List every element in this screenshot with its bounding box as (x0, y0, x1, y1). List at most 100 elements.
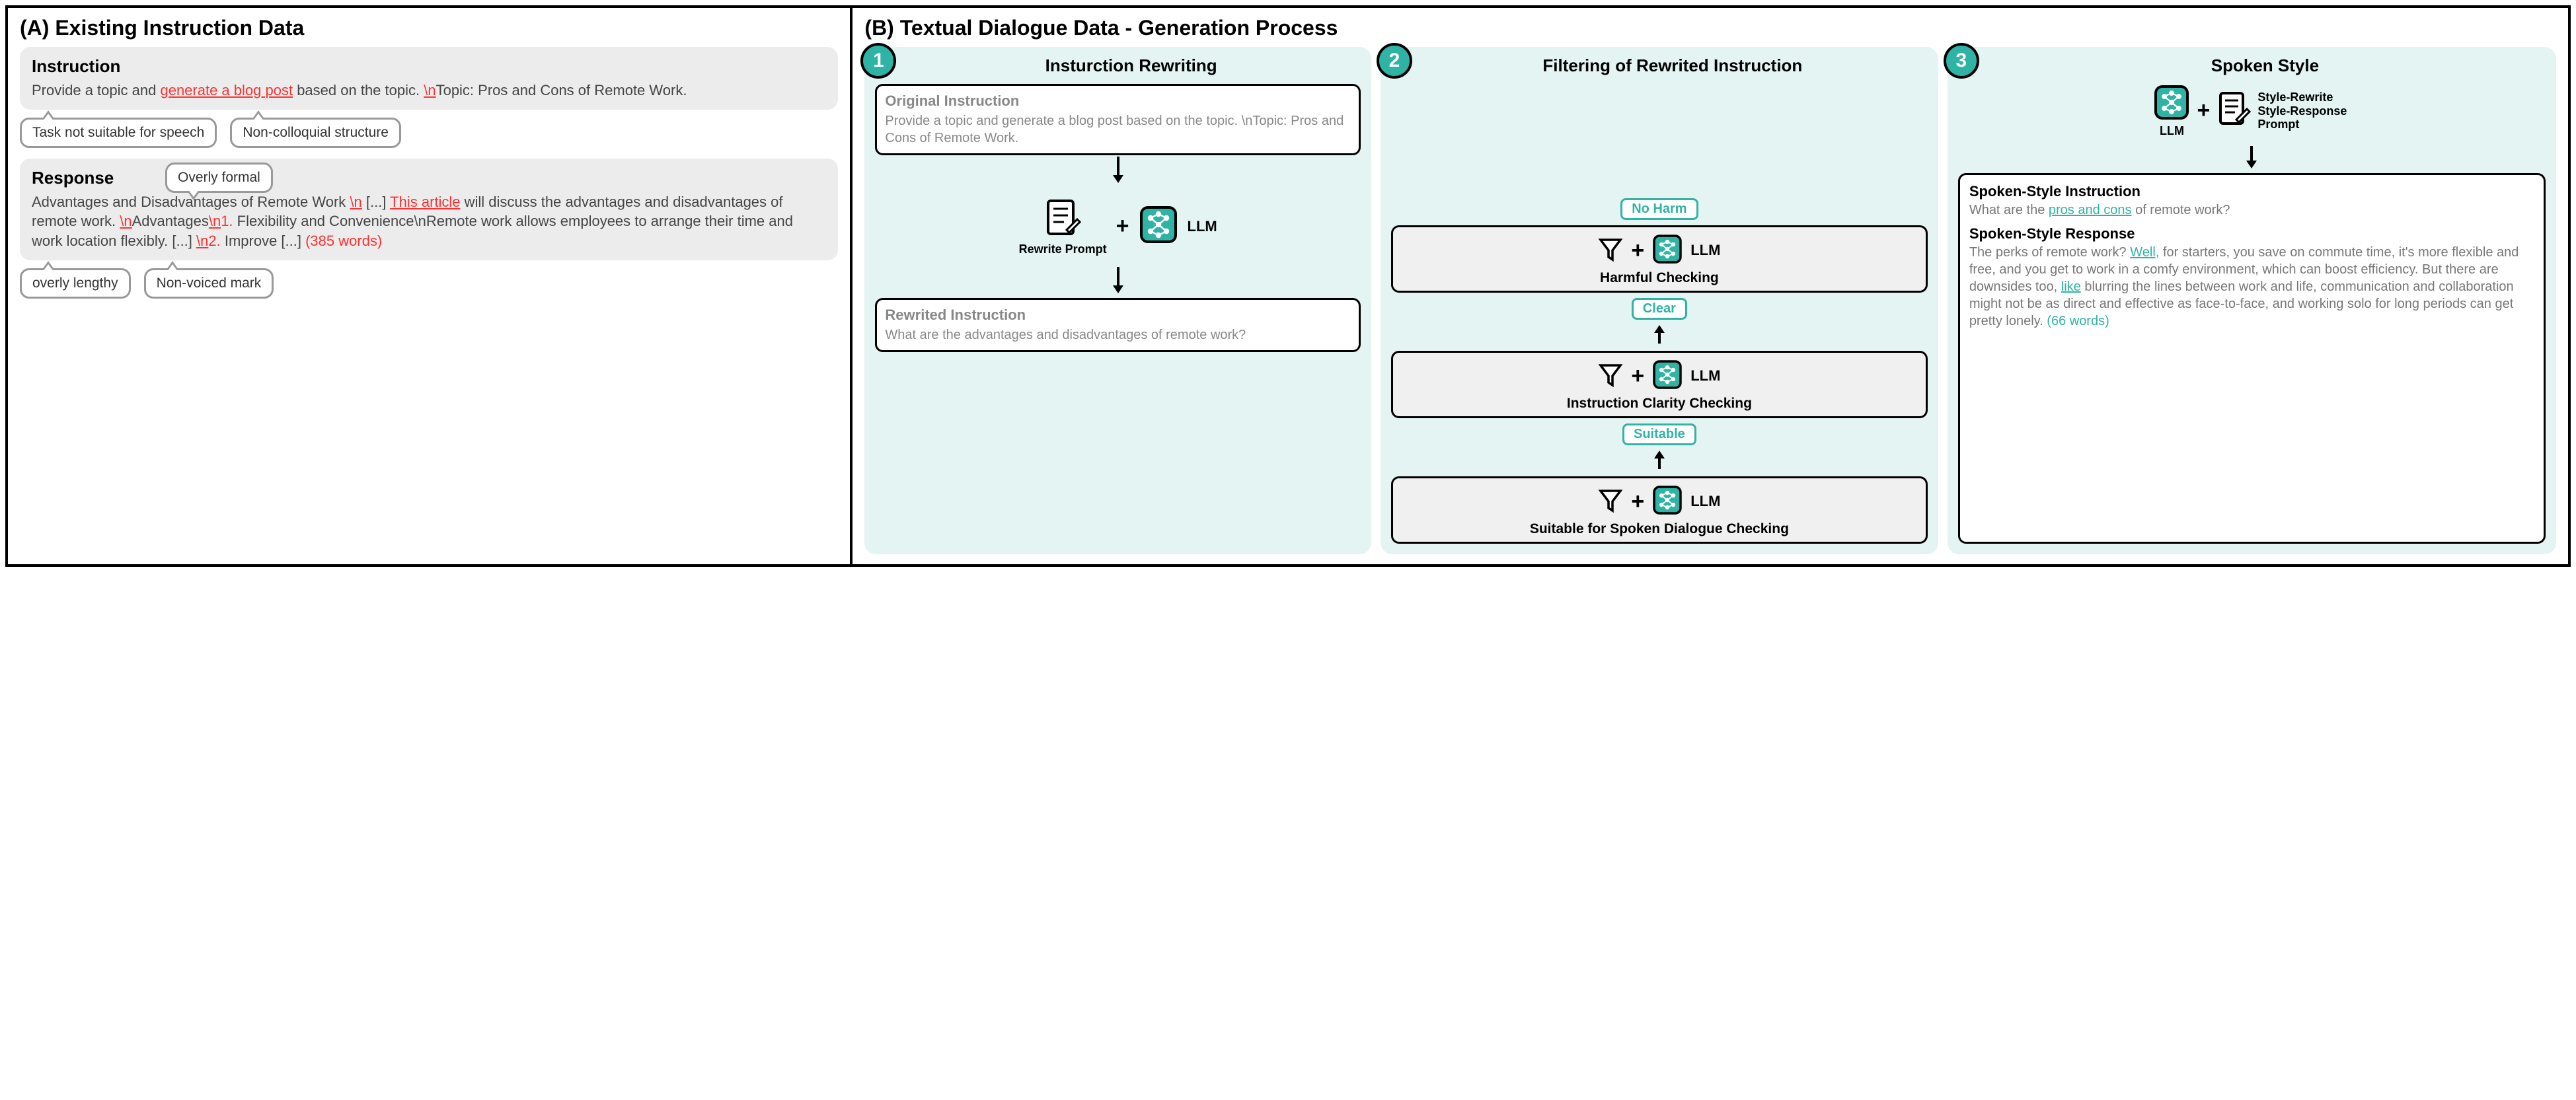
stage-3-process: LLM + Style-Rewrite Style-Response Promp… (1958, 84, 2546, 138)
hl: This article (390, 194, 460, 210)
check-stack: + LLM Suitable for Spoken Dialogue Check… (1391, 84, 1928, 544)
stage-3-title: Spoken Style (1985, 56, 2546, 76)
instruction-text: Provide a topic and generate a blog post… (32, 81, 826, 100)
panel-a: (A) Existing Instruction Data Instructio… (8, 8, 852, 564)
plus-icon: + (1631, 489, 1644, 515)
txt: Provide a topic and (32, 82, 160, 98)
word-count: (66 words) (2047, 314, 2109, 328)
llm-label: LLM (2153, 124, 2190, 138)
stage-1-title: Insturction Rewriting (901, 56, 1361, 76)
txt: What are the (1969, 203, 2049, 217)
txt: The perks of remote work? (1969, 245, 2130, 260)
hl: \n (350, 194, 361, 210)
hl: \n (120, 213, 132, 229)
hl: Well, (2130, 245, 2159, 260)
arrow-up-icon (1391, 451, 1928, 472)
txt: Advantages (132, 213, 209, 229)
stages-row: 1 Insturction Rewriting Original Instruc… (864, 47, 2556, 554)
style-prompt-label: Style-Rewrite Style-Response Prompt (2257, 91, 2350, 131)
funnel-icon (1598, 361, 1623, 391)
spoken-instruction-text: What are the pros and cons of remote wor… (1969, 202, 2534, 219)
text: Provide a topic and generate a blog post… (885, 112, 1351, 147)
plus-icon: + (1631, 363, 1644, 389)
spoken-response-heading: Spoken-Style Response (1969, 225, 2534, 242)
plus-icon: + (2197, 98, 2210, 124)
llm-icon (1652, 359, 1683, 393)
panel-b: (B) Textual Dialogue Data - Generation P… (852, 8, 2568, 564)
pass-badge: Clear (1632, 298, 1687, 320)
word-count: (385 words) (305, 233, 382, 249)
check-name: Instruction Clarity Checking (1401, 396, 1918, 411)
callout-overly-formal: Overly formal (165, 163, 273, 193)
response-text: Advantages and Disadvantages of Remote W… (32, 192, 826, 251)
response-box: Response Overly formal Advantages and Di… (20, 159, 838, 260)
plus-icon: + (1116, 213, 1129, 239)
llm-label: LLM (1690, 493, 1720, 510)
spoken-response-text: The perks of remote work? Well, for star… (1969, 244, 2534, 330)
check-harmful: + LLM Harmful Checking (1391, 225, 1928, 293)
rewrite-process: Rewrite Prompt + LLM (875, 197, 1361, 256)
arrow-down-icon (875, 267, 1361, 297)
label: Rewrited Instruction (885, 307, 1351, 324)
hl: \n (209, 213, 221, 229)
arrow-down-icon (875, 157, 1361, 186)
callout: Non-voiced mark (144, 268, 274, 299)
instruction-heading: Instruction (32, 56, 826, 77)
pass-badge: Suitable (1622, 423, 1696, 445)
stage-badge: 1 (860, 43, 896, 79)
txt: based on the topic. (293, 82, 424, 98)
panel-a-title: (A) Existing Instruction Data (20, 16, 838, 40)
hl: 2. (208, 233, 220, 249)
original-instruction-box: Original Instruction Provide a topic and… (875, 84, 1361, 155)
stage-badge: 2 (1377, 43, 1412, 79)
response-callouts: overly lengthy Non-voiced mark (20, 268, 838, 299)
llm-icon (1139, 205, 1178, 248)
funnel-icon (1598, 236, 1623, 266)
text: What are the advantages and disadvantage… (885, 326, 1351, 344)
hl: generate a blog post (160, 82, 293, 98)
hl: \n (424, 82, 436, 98)
rewrite-prompt-label: Rewrite Prompt (1019, 242, 1107, 256)
spoken-instruction-heading: Spoken-Style Instruction (1969, 183, 2534, 200)
stage-1: 1 Insturction Rewriting Original Instruc… (864, 47, 1371, 554)
hl: like (2061, 279, 2081, 294)
check-suitable: + LLM Suitable for Spoken Dialogue Check… (1391, 476, 1928, 544)
plus-icon: + (1631, 238, 1644, 264)
stage-3: 3 Spoken Style LLM + Style-Rewrite Style… (1948, 47, 2556, 554)
stage-badge: 3 (1944, 43, 1979, 79)
txt: of remote work? (2132, 203, 2230, 217)
check-name: Suitable for Spoken Dialogue Checking (1401, 521, 1918, 536)
txt: [...] (362, 194, 390, 210)
llm-label: LLM (1690, 242, 1720, 259)
funnel-icon (1598, 487, 1623, 517)
document-edit-icon (2216, 89, 2251, 132)
callout: Non-colloquial structure (230, 118, 401, 148)
check-clarity: + LLM Instruction Clarity Checking (1391, 351, 1928, 418)
label: Original Instruction (885, 92, 1351, 110)
llm-label: LLM (1690, 367, 1720, 385)
arrow-up-icon (1391, 325, 1928, 347)
instruction-callouts: Task not suitable for speech Non-colloqu… (20, 118, 838, 148)
callout: overly lengthy (20, 268, 131, 299)
instruction-box: Instruction Provide a topic and generate… (20, 47, 838, 110)
txt: Improve [...] (221, 233, 305, 249)
llm-icon (1652, 485, 1683, 519)
pass-badge: No Harm (1620, 198, 1698, 220)
arrow-down-icon (1958, 146, 2546, 172)
callout: Task not suitable for speech (20, 118, 217, 148)
llm-icon (2153, 84, 2190, 124)
response-heading: Response (32, 168, 826, 188)
panel-b-title: (B) Textual Dialogue Data - Generation P… (864, 16, 2556, 40)
stage-2: 2 Filtering of Rewrited Instruction + LL… (1381, 47, 1938, 554)
rewritten-instruction-box: Rewrited Instruction What are the advant… (875, 298, 1361, 352)
stage-2-title: Filtering of Rewrited Instruction (1418, 56, 1928, 76)
txt: Topic: Pros and Cons of Remote Work. (436, 82, 687, 98)
hl: \n (196, 233, 208, 249)
check-name: Harmful Checking (1401, 270, 1918, 285)
hl: pros and cons (2049, 203, 2132, 217)
spoken-output-box: Spoken-Style Instruction What are the pr… (1958, 173, 2546, 544)
hl: 1. (221, 213, 233, 229)
document-edit-icon (1044, 197, 1081, 242)
figure-root: (A) Existing Instruction Data Instructio… (5, 5, 2571, 567)
llm-label: LLM (1188, 218, 1217, 235)
